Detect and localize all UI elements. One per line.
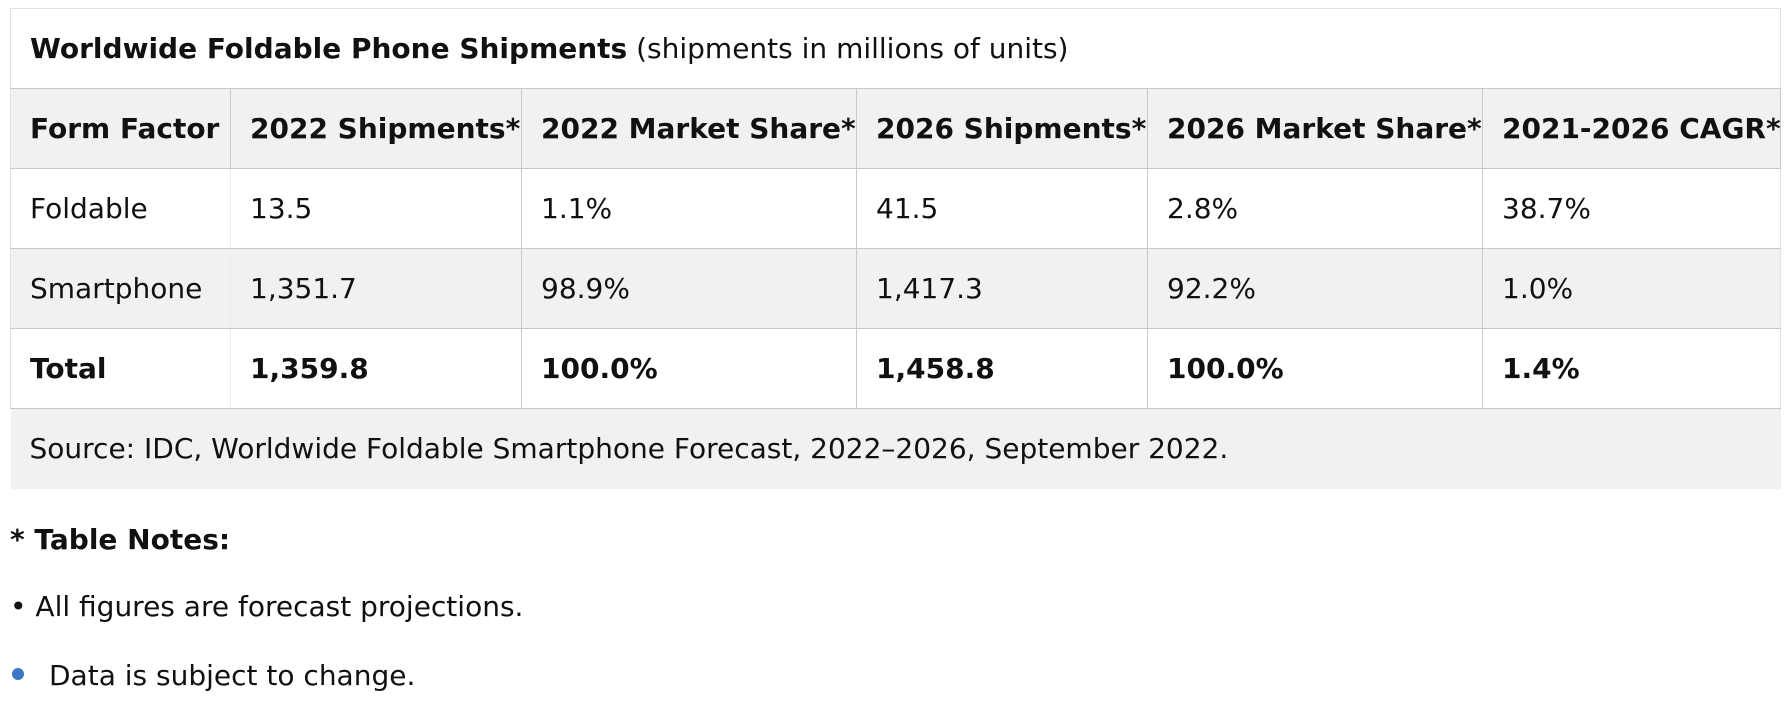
table-notes: * Table Notes: • All figures are forecas… bbox=[10, 520, 1770, 692]
column-header-2022-shipments: 2022 Shipments* bbox=[230, 88, 522, 169]
table-cell: 1,417.3 bbox=[856, 248, 1148, 329]
table-cell: 13.5 bbox=[230, 168, 522, 249]
column-header-2022-market-share: 2022 Market Share* bbox=[521, 88, 857, 169]
note-forecast: • All figures are forecast projections. bbox=[10, 590, 524, 623]
table-cell: Total bbox=[10, 328, 231, 409]
shipments-table: Worldwide Foldable Phone Shipments (ship… bbox=[9, 8, 1782, 489]
table-cell: 1,458.8 bbox=[856, 328, 1148, 409]
table-cell: 1,359.8 bbox=[230, 328, 522, 409]
source-note: Source: IDC, Worldwide Foldable Smartpho… bbox=[10, 408, 1781, 489]
table-cell: 100.0% bbox=[1147, 328, 1483, 409]
table-cell: 41.5 bbox=[856, 168, 1148, 249]
note-subject-to-change: Data is subject to change. bbox=[10, 656, 415, 696]
notes-title: * Table Notes: bbox=[10, 523, 231, 556]
table-cell: 1.1% bbox=[521, 168, 857, 249]
table-cell: 98.9% bbox=[521, 248, 857, 329]
table-cell: 1,351.7 bbox=[230, 248, 522, 329]
note-text: Data is subject to change. bbox=[49, 659, 416, 692]
table-cell: Foldable bbox=[10, 168, 231, 249]
table-row-foldable: Foldable 13.5 1.1% 41.5 2.8% 38.7% bbox=[10, 168, 1782, 249]
source-row: Source: IDC, Worldwide Foldable Smartpho… bbox=[10, 408, 1781, 489]
table-cell: 38.7% bbox=[1482, 168, 1782, 249]
table-subtitle: (shipments in millions of units) bbox=[627, 32, 1069, 65]
table-row-smartphone: Smartphone 1,351.7 98.9% 1,417.3 92.2% 1… bbox=[10, 248, 1782, 329]
column-header-cagr: 2021-2026 CAGR* bbox=[1482, 88, 1782, 169]
table-cell: Smartphone bbox=[10, 248, 231, 329]
column-header-form-factor: Form Factor bbox=[10, 88, 231, 169]
table-cell: 100.0% bbox=[521, 328, 857, 409]
header-row: Form Factor 2022 Shipments* 2022 Market … bbox=[10, 88, 1782, 169]
table-title: Worldwide Foldable Phone Shipments bbox=[30, 32, 628, 65]
table-row-total: Total 1,359.8 100.0% 1,458.8 100.0% 1.4% bbox=[10, 328, 1782, 409]
table-cell: 1.4% bbox=[1482, 328, 1782, 409]
table-caption: Worldwide Foldable Phone Shipments (ship… bbox=[9, 8, 1782, 89]
table-cell: 1.0% bbox=[1482, 248, 1782, 329]
column-header-2026-market-share: 2026 Market Share* bbox=[1147, 88, 1483, 169]
table-cell: 92.2% bbox=[1147, 248, 1483, 329]
bullet-dot-icon bbox=[12, 668, 24, 680]
column-header-2026-shipments: 2026 Shipments* bbox=[856, 88, 1148, 169]
shipments-table-container: Worldwide Foldable Phone Shipments (ship… bbox=[9, 8, 1782, 489]
table-cell: 2.8% bbox=[1147, 168, 1483, 249]
